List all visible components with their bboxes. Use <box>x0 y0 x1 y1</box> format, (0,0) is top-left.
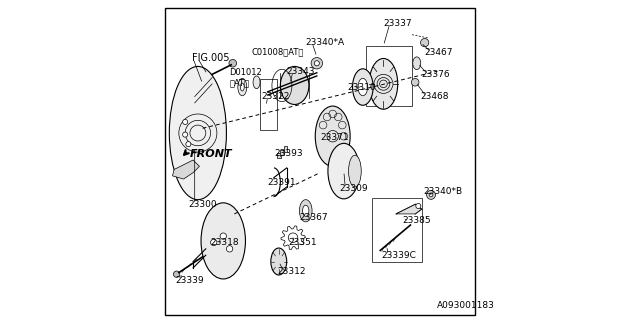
Text: 23343: 23343 <box>287 67 315 76</box>
Ellipse shape <box>413 57 420 69</box>
Text: 23391: 23391 <box>268 178 296 187</box>
Text: 23376: 23376 <box>422 70 450 79</box>
Text: 23340*B: 23340*B <box>423 187 462 196</box>
Text: 23393: 23393 <box>274 149 303 158</box>
Text: 23322: 23322 <box>261 92 290 101</box>
Text: 23467: 23467 <box>425 48 453 57</box>
Circle shape <box>227 246 233 252</box>
Ellipse shape <box>271 248 287 275</box>
Ellipse shape <box>300 200 312 222</box>
Circle shape <box>182 119 188 124</box>
Circle shape <box>412 78 419 86</box>
Circle shape <box>211 239 217 246</box>
Text: 23468: 23468 <box>420 92 449 101</box>
Circle shape <box>182 132 188 137</box>
Ellipse shape <box>241 83 244 91</box>
Circle shape <box>220 233 227 239</box>
Bar <box>260 79 277 130</box>
Text: 23318: 23318 <box>211 238 239 247</box>
Circle shape <box>288 233 298 243</box>
Ellipse shape <box>280 67 309 105</box>
Text: 23385: 23385 <box>403 216 431 225</box>
Bar <box>372 198 422 261</box>
Text: 23371: 23371 <box>320 133 349 142</box>
Ellipse shape <box>358 78 367 96</box>
Text: 23340*A: 23340*A <box>306 38 345 47</box>
Circle shape <box>311 58 323 69</box>
Ellipse shape <box>303 205 309 216</box>
Circle shape <box>427 190 435 199</box>
Text: D01012
〈AT〉: D01012 〈AT〉 <box>230 68 262 87</box>
Text: 23339: 23339 <box>175 276 204 285</box>
Circle shape <box>173 271 180 277</box>
Ellipse shape <box>328 143 360 199</box>
Text: FIG.005: FIG.005 <box>191 53 229 63</box>
Text: 23309: 23309 <box>339 184 367 193</box>
Circle shape <box>186 142 191 147</box>
Circle shape <box>420 38 429 47</box>
Text: C01008〈AT〉: C01008〈AT〉 <box>252 48 304 57</box>
Ellipse shape <box>201 203 246 279</box>
Text: 23310: 23310 <box>347 83 376 92</box>
Circle shape <box>416 204 421 209</box>
Ellipse shape <box>238 78 247 96</box>
Text: 23351: 23351 <box>288 238 317 247</box>
Circle shape <box>429 193 433 197</box>
Circle shape <box>314 61 319 66</box>
Polygon shape <box>173 160 200 179</box>
FancyBboxPatch shape <box>164 8 476 316</box>
Ellipse shape <box>316 106 350 166</box>
Bar <box>277 153 281 158</box>
Text: 23367: 23367 <box>300 212 328 222</box>
Ellipse shape <box>353 69 373 105</box>
Text: FRONT: FRONT <box>189 149 232 159</box>
Bar <box>284 146 287 152</box>
Ellipse shape <box>369 59 397 109</box>
Ellipse shape <box>170 67 227 200</box>
Bar <box>280 149 284 155</box>
Text: 23339C: 23339C <box>382 251 417 260</box>
Ellipse shape <box>349 155 361 187</box>
Text: 23337: 23337 <box>383 19 412 28</box>
Polygon shape <box>396 204 422 214</box>
Text: A093001183: A093001183 <box>437 301 495 310</box>
Bar <box>366 46 412 106</box>
Circle shape <box>229 60 237 67</box>
Text: 23300: 23300 <box>188 200 217 209</box>
Text: 23312: 23312 <box>277 267 306 276</box>
Ellipse shape <box>253 76 260 89</box>
